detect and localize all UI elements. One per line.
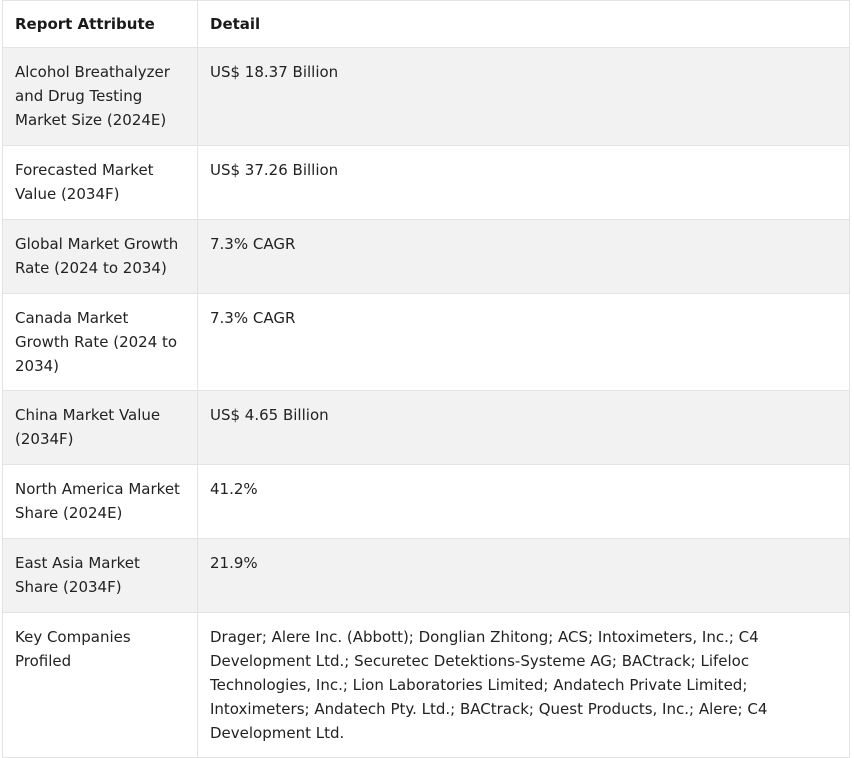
header-detail: Detail: [197, 0, 850, 48]
table-row: Forecasted Market Value (2034F) US$ 37.2…: [2, 145, 850, 220]
row-detail: 7.3% CAGR: [197, 219, 850, 294]
table-row: East Asia Market Share (2034F) 21.9%: [2, 538, 850, 613]
row-detail: 41.2%: [197, 464, 850, 539]
row-detail: US$ 4.65 Billion: [197, 390, 850, 465]
row-attribute: Alcohol Breathalyzer and Drug Testing Ma…: [2, 47, 198, 146]
row-attribute: North America Market Share (2024E): [2, 464, 198, 539]
row-attribute: China Market Value (2034F): [2, 390, 198, 465]
row-detail: US$ 18.37 Billion: [197, 47, 850, 146]
row-detail: US$ 37.26 Billion: [197, 145, 850, 220]
table-header-row: Report Attribute Detail: [2, 0, 850, 48]
row-attribute: Forecasted Market Value (2034F): [2, 145, 198, 220]
table-row: China Market Value (2034F) US$ 4.65 Bill…: [2, 390, 850, 465]
row-attribute: Global Market Growth Rate (2024 to 2034): [2, 219, 198, 294]
row-attribute: East Asia Market Share (2034F): [2, 538, 198, 613]
row-attribute: Key Companies Profiled: [2, 612, 198, 758]
table-row: Key Companies Profiled Drager; Alere Inc…: [2, 612, 850, 758]
row-detail: 7.3% CAGR: [197, 293, 850, 391]
table-row: Canada Market Growth Rate (2024 to 2034)…: [2, 293, 850, 391]
row-attribute: Canada Market Growth Rate (2024 to 2034): [2, 293, 198, 391]
row-detail: 21.9%: [197, 538, 850, 613]
table-row: North America Market Share (2024E) 41.2%: [2, 464, 850, 539]
table-row: Global Market Growth Rate (2024 to 2034)…: [2, 219, 850, 294]
row-detail: Drager; Alere Inc. (Abbott); Donglian Zh…: [197, 612, 850, 758]
header-report-attribute: Report Attribute: [2, 0, 198, 48]
table-row: Alcohol Breathalyzer and Drug Testing Ma…: [2, 47, 850, 146]
